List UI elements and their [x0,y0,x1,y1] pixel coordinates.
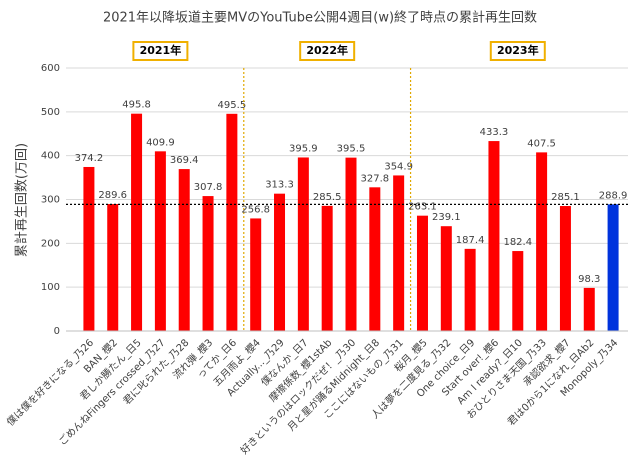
bar [250,218,262,331]
bar [369,187,381,331]
value-label: 374.2 [75,153,104,164]
bar [83,166,95,331]
bar [321,205,333,331]
bar [583,287,595,331]
y-tick-label: 500 [41,107,60,118]
value-label: 288.9 [599,190,628,201]
value-label: 395.5 [337,144,366,155]
y-tick-label: 300 [41,195,60,206]
bar [345,157,357,331]
bar [488,141,500,331]
value-label: 327.8 [361,173,390,184]
value-label: 433.3 [480,127,509,138]
value-label: 369.4 [170,155,199,166]
value-label: 285.5 [313,192,342,203]
y-tick-label: 100 [41,282,60,293]
value-label: 239.1 [432,212,461,223]
bar [559,206,571,331]
bar [607,204,619,331]
bar [536,152,548,331]
bar [202,196,214,331]
bar [107,204,119,331]
value-label: 395.9 [289,143,318,154]
y-tick-label: 0 [54,326,60,337]
year-label: 2023年 [497,43,539,57]
bar [274,193,286,331]
year-label: 2022年 [306,43,348,57]
value-label: 256.8 [241,204,270,215]
value-label: 289.6 [98,190,127,201]
bar [226,113,238,331]
value-label: 495.8 [122,100,151,111]
bar [131,113,143,331]
bar [154,151,166,331]
bar [297,157,309,331]
value-label: 407.5 [527,138,556,149]
value-label: 182.4 [503,237,532,248]
year-box [489,41,546,61]
y-tick-label: 600 [41,63,60,74]
value-label: 285.1 [551,192,580,203]
y-axis-label: 累計再生回数(万回) [14,143,30,257]
value-label: 187.4 [456,235,485,246]
bar [178,169,190,331]
y-tick-label: 400 [41,151,60,162]
value-label: 313.3 [265,180,294,191]
bar [512,251,524,331]
value-label: 409.9 [146,137,175,148]
bar [440,226,452,331]
y-tick-label: 200 [41,238,60,249]
value-label: 307.8 [194,182,223,193]
value-label: 98.3 [578,274,600,285]
value-label: 495.5 [218,100,247,111]
year-box [299,41,356,61]
chart-title: 2021年以降坂道主要MVのYouTube公開4週目(w)終了時点の累計再生回数 [103,10,537,26]
year-label: 2021年 [140,43,182,57]
value-label: 354.9 [384,161,413,172]
bar [416,215,428,331]
bar [464,248,476,331]
value-label: 263.1 [408,202,437,213]
year-box [132,41,189,61]
bar [393,175,405,331]
